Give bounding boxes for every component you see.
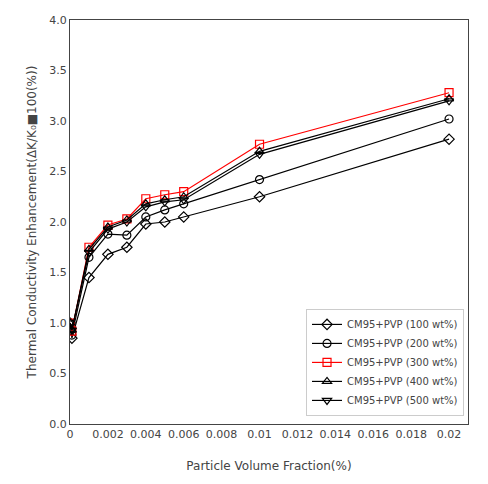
svg-text:1.5: 1.5 (49, 266, 67, 279)
svg-text:0.018: 0.018 (395, 428, 427, 441)
svg-text:0.0: 0.0 (49, 418, 67, 431)
svg-text:2.0: 2.0 (49, 216, 67, 229)
svg-text:0.006: 0.006 (168, 428, 200, 441)
svg-text:0.008: 0.008 (206, 428, 238, 441)
svg-text:Particle Volume Fraction(%): Particle Volume Fraction(%) (186, 459, 351, 473)
svg-text:0.016: 0.016 (357, 428, 389, 441)
svg-text:CM95+PVP (400 wt%): CM95+PVP (400 wt%) (347, 376, 458, 387)
svg-text:0.5: 0.5 (49, 367, 67, 380)
svg-text:0.002: 0.002 (92, 428, 124, 441)
svg-text:0.012: 0.012 (282, 428, 314, 441)
svg-text:0.004: 0.004 (130, 428, 162, 441)
svg-text:CM95+PVP (200 wt%): CM95+PVP (200 wt%) (347, 338, 458, 349)
svg-text:CM95+PVP (300 wt%): CM95+PVP (300 wt%) (347, 357, 458, 368)
svg-text:CM95+PVP (100 wt%): CM95+PVP (100 wt%) (347, 319, 458, 330)
svg-text:CM95+PVP (500 wt%): CM95+PVP (500 wt%) (347, 395, 458, 406)
svg-text:Thermal Conductivity Enhanceme: Thermal Conductivity Enhancement(ΔK/K₀■1… (25, 66, 39, 380)
svg-text:0.02: 0.02 (437, 428, 462, 441)
svg-text:0: 0 (67, 428, 74, 441)
svg-text:0.01: 0.01 (247, 428, 272, 441)
svg-text:4.0: 4.0 (49, 14, 67, 27)
svg-text:0.014: 0.014 (320, 428, 352, 441)
svg-text:1.0: 1.0 (49, 317, 67, 330)
svg-text:3.5: 3.5 (49, 64, 67, 77)
svg-text:3.0: 3.0 (49, 115, 67, 128)
svg-text:2.5: 2.5 (49, 165, 67, 178)
